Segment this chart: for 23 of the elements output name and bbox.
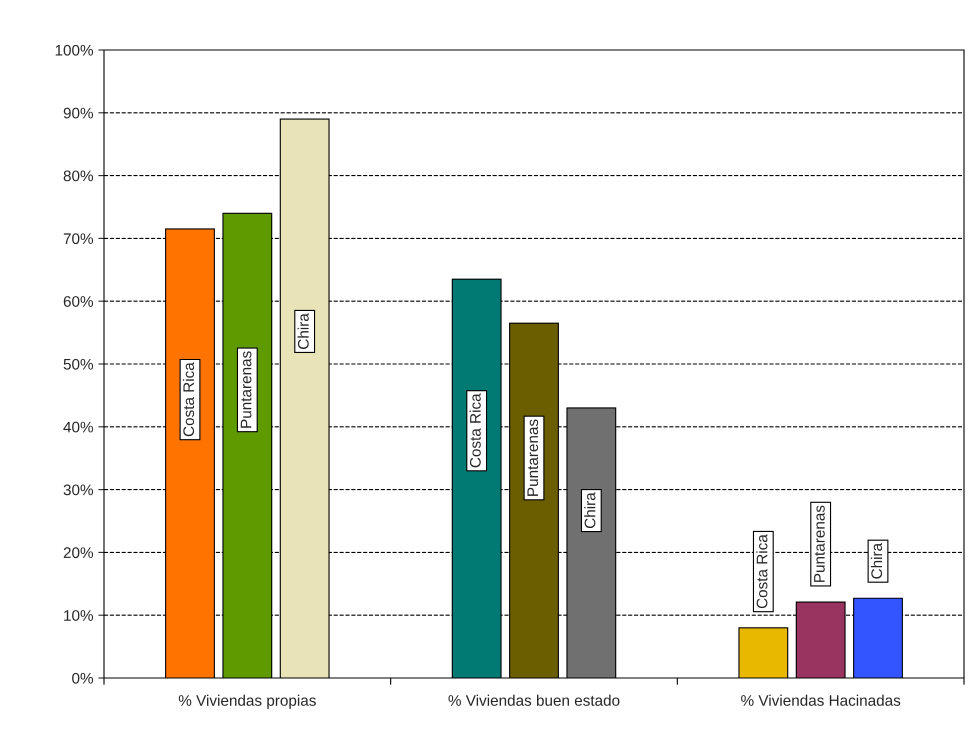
text: Chira	[870, 542, 882, 579]
series-label: Chira	[298, 313, 309, 349]
y-tick-label: 100%	[56, 44, 94, 56]
y-tick-label: 70%	[64, 233, 94, 244]
y-tick-label: 80%	[64, 170, 94, 182]
series-label: Costa Rica	[182, 362, 194, 436]
y-tick-label: 10%	[64, 610, 94, 621]
y-tick-label: 30%	[64, 484, 94, 496]
y-tick-label: 60%	[64, 296, 94, 307]
text: Chira	[584, 492, 596, 528]
text: Costa Rica	[470, 393, 481, 468]
y-tick-label: 90%	[64, 108, 94, 118]
y-tick-label: 20%	[64, 547, 94, 558]
text: Puntarenas	[814, 506, 825, 582]
text: Puntarenas	[240, 351, 252, 428]
y-tick-label: 40%	[63, 422, 94, 432]
series-label: Puntarenas	[527, 419, 538, 496]
y-tick-label: 50%	[64, 358, 94, 370]
text: Costa Rica	[756, 534, 768, 608]
y-tick-label: 0%	[72, 672, 94, 684]
x-tick-label: % Viviendas Hacinadas	[741, 694, 900, 706]
x-tick-label: % Viviendas buen estado	[448, 694, 620, 706]
x-tick-label: % Viviendas propias	[178, 694, 316, 709]
